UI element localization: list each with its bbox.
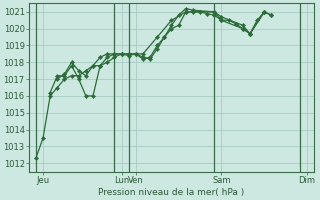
X-axis label: Pression niveau de la mer( hPa ): Pression niveau de la mer( hPa ) <box>98 188 244 197</box>
